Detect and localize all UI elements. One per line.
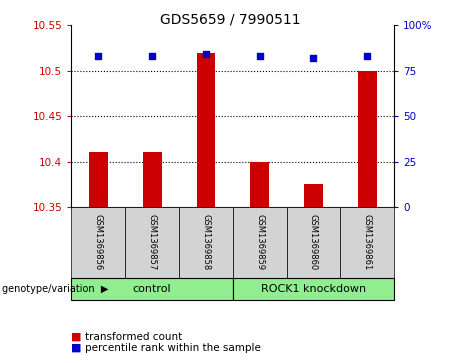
Text: GSM1369856: GSM1369856: [94, 214, 103, 270]
Point: [202, 52, 210, 57]
Text: ■: ■: [71, 343, 82, 353]
Bar: [196, 53, 215, 207]
Text: GSM1369860: GSM1369860: [309, 214, 318, 270]
Point: [95, 53, 102, 59]
Text: ■: ■: [71, 332, 82, 342]
Text: percentile rank within the sample: percentile rank within the sample: [85, 343, 261, 353]
Point: [256, 53, 263, 59]
Text: transformed count: transformed count: [85, 332, 183, 342]
Text: GDS5659 / 7990511: GDS5659 / 7990511: [160, 13, 301, 27]
Bar: [250, 162, 269, 207]
Bar: [304, 184, 323, 207]
Text: control: control: [133, 284, 171, 294]
Point: [364, 53, 371, 59]
Text: GSM1369861: GSM1369861: [363, 214, 372, 270]
Text: genotype/variation  ▶: genotype/variation ▶: [2, 284, 109, 294]
Point: [148, 53, 156, 59]
Text: GSM1369857: GSM1369857: [148, 214, 157, 270]
Text: GSM1369858: GSM1369858: [201, 214, 210, 270]
Point: [310, 55, 317, 61]
Text: GSM1369859: GSM1369859: [255, 214, 264, 270]
Text: ROCK1 knockdown: ROCK1 knockdown: [261, 284, 366, 294]
Bar: [358, 71, 377, 207]
Bar: [143, 152, 161, 207]
Bar: [89, 152, 108, 207]
